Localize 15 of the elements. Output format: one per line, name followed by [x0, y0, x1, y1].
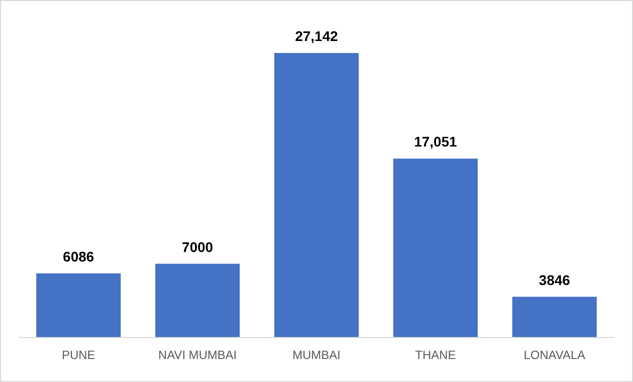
data-label: 17,051: [414, 134, 458, 150]
data-label: 6086: [62, 248, 94, 264]
bar: [274, 53, 359, 337]
data-label: 7000: [182, 238, 214, 255]
data-label: 3846: [538, 272, 570, 288]
bar: [512, 296, 597, 337]
x-tick-label: THANE: [415, 348, 456, 362]
bar: [155, 264, 240, 337]
x-tick-label: PUNE: [62, 348, 96, 362]
bar: [393, 158, 478, 337]
x-tick-label: MUMBAI: [292, 348, 340, 362]
data-label: 27,142: [295, 28, 338, 44]
bar: [36, 273, 121, 337]
x-tick-label: LONAVALA: [524, 348, 586, 362]
x-tick-label: NAVI MUMBAI: [158, 348, 237, 362]
